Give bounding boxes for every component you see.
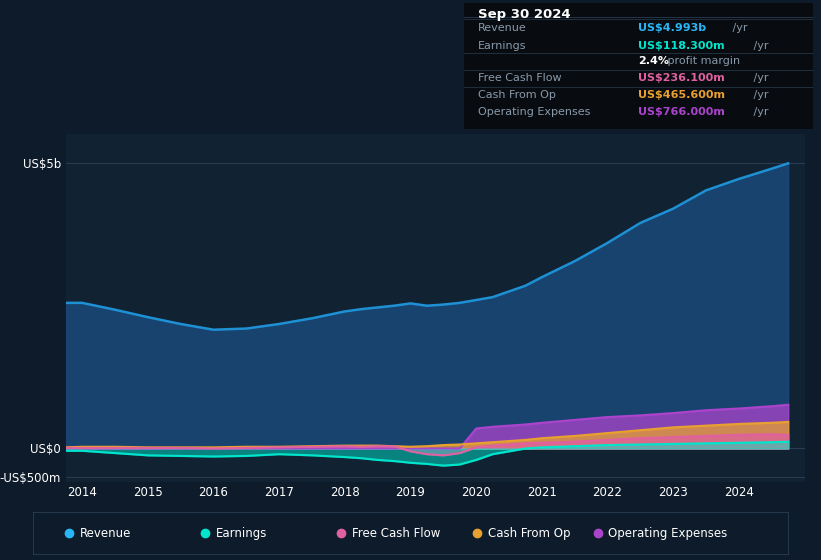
Text: Sep 30 2024: Sep 30 2024 <box>478 8 571 21</box>
Text: Free Cash Flow: Free Cash Flow <box>351 527 440 540</box>
Text: Operating Expenses: Operating Expenses <box>478 108 590 118</box>
Text: Free Cash Flow: Free Cash Flow <box>478 73 562 83</box>
Text: US$118.300m: US$118.300m <box>639 41 725 50</box>
Text: /yr: /yr <box>750 108 768 118</box>
Text: Operating Expenses: Operating Expenses <box>608 527 727 540</box>
Text: Cash From Op: Cash From Op <box>488 527 570 540</box>
Text: US$4.993b: US$4.993b <box>639 23 706 33</box>
Text: US$236.100m: US$236.100m <box>639 73 725 83</box>
Text: /yr: /yr <box>750 41 768 50</box>
Text: Earnings: Earnings <box>216 527 267 540</box>
Text: US$465.600m: US$465.600m <box>639 90 725 100</box>
Text: US$766.000m: US$766.000m <box>639 108 725 118</box>
Text: Cash From Op: Cash From Op <box>478 90 556 100</box>
Text: /yr: /yr <box>729 23 748 33</box>
Text: profit margin: profit margin <box>664 56 741 66</box>
Text: 2.4%: 2.4% <box>639 56 669 66</box>
Text: Revenue: Revenue <box>80 527 131 540</box>
Text: /yr: /yr <box>750 90 768 100</box>
Text: Earnings: Earnings <box>478 41 526 50</box>
Text: /yr: /yr <box>750 73 768 83</box>
Text: Revenue: Revenue <box>478 23 526 33</box>
